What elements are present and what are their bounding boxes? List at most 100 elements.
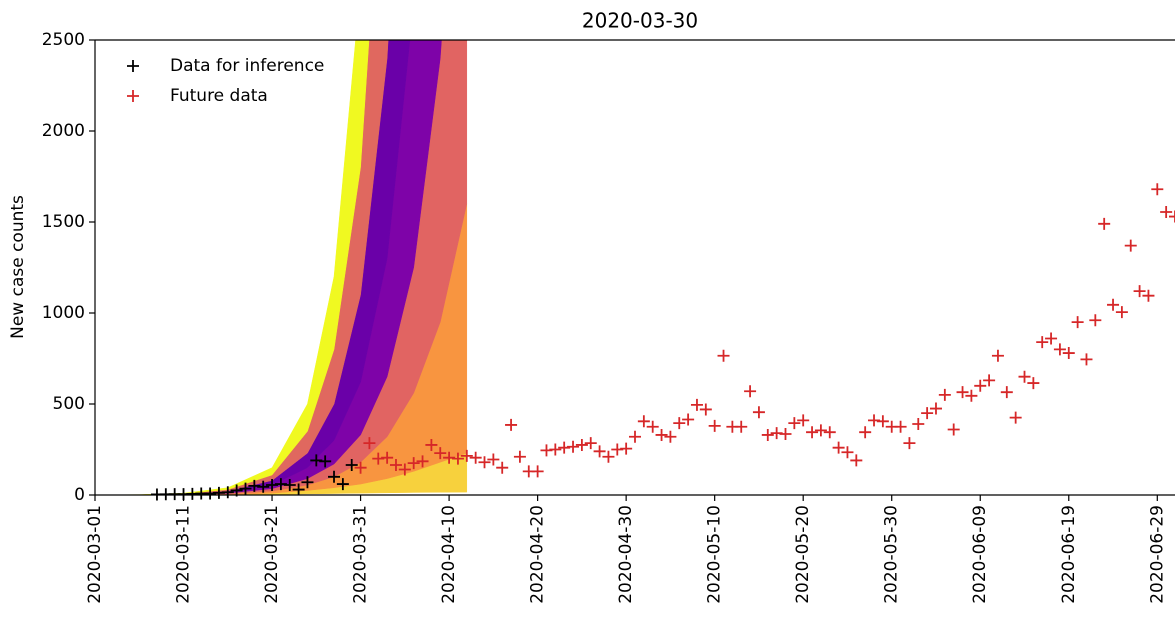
data-point <box>814 424 827 437</box>
data-point <box>257 480 270 493</box>
data-point <box>1018 370 1031 383</box>
data-point <box>593 445 606 458</box>
x-tick-label: 2020-06-29 <box>1147 505 1167 604</box>
data-point <box>1107 298 1120 311</box>
data-point <box>1142 289 1155 302</box>
legend-label: Future data <box>170 86 268 106</box>
data-point <box>637 415 650 428</box>
data-point <box>690 398 703 411</box>
data-point <box>336 478 349 491</box>
data-point <box>1053 343 1066 356</box>
data-point <box>283 478 296 491</box>
y-tick-label: 2500 <box>42 30 85 50</box>
data-point <box>1133 285 1146 298</box>
data-point <box>1124 239 1137 252</box>
fan-band <box>95 40 370 495</box>
data-point <box>1098 217 1111 230</box>
data-point <box>221 486 234 499</box>
data-point <box>549 443 562 456</box>
data-point <box>673 417 686 430</box>
data-point <box>1151 183 1164 196</box>
data-point <box>301 476 314 489</box>
data-point <box>443 451 456 464</box>
data-point <box>770 427 783 440</box>
data-point <box>345 458 358 471</box>
data-point <box>841 446 854 459</box>
data-point <box>584 437 597 450</box>
data-point <box>274 478 287 491</box>
x-tick-label: 2020-04-20 <box>528 505 548 604</box>
data-point <box>744 385 757 398</box>
y-tick-label: 1000 <box>42 303 85 323</box>
data-point <box>699 403 712 416</box>
data-point <box>991 349 1004 362</box>
data-point <box>1062 347 1075 360</box>
data-point <box>761 428 774 441</box>
data-point <box>460 449 473 462</box>
data-point <box>407 457 420 470</box>
data-point <box>894 420 907 433</box>
data-point <box>239 482 252 495</box>
data-point <box>752 406 765 419</box>
data-point <box>868 414 881 427</box>
data-point <box>664 430 677 443</box>
data-point <box>558 441 571 454</box>
data-point <box>974 379 987 392</box>
x-tick-label: 2020-04-10 <box>439 505 459 604</box>
x-tick-label: 2020-06-09 <box>970 505 990 604</box>
x-tick-label: 2020-04-30 <box>616 505 636 604</box>
data-point <box>292 483 305 496</box>
data-point <box>567 440 580 453</box>
y-tick-label: 2000 <box>42 121 85 141</box>
legend-label: Data for inference <box>170 56 324 76</box>
data-point <box>788 417 801 430</box>
data-point <box>850 454 863 467</box>
data-point <box>451 452 464 465</box>
data-point <box>575 438 588 451</box>
data-point <box>328 470 341 483</box>
data-point <box>646 420 659 433</box>
y-tick-label: 0 <box>74 485 85 505</box>
x-tick-label: 2020-03-31 <box>351 505 371 604</box>
data-point <box>319 455 332 468</box>
chart-title: 2020-03-30 <box>582 9 698 33</box>
data-points <box>150 183 1175 501</box>
data-point <box>416 455 429 468</box>
data-point <box>921 407 934 420</box>
data-point <box>363 437 376 450</box>
data-point <box>1000 386 1013 399</box>
data-point <box>779 428 792 441</box>
legend-marker <box>127 60 139 72</box>
data-point <box>938 388 951 401</box>
y-axis-label: New case counts <box>8 195 28 339</box>
data-point <box>354 461 367 474</box>
data-point <box>1115 306 1128 319</box>
data-point <box>310 454 323 467</box>
data-point <box>1027 377 1040 390</box>
data-point <box>398 463 411 476</box>
x-tick-label: 2020-03-01 <box>85 505 105 604</box>
data-point <box>425 438 438 451</box>
legend-marker <box>127 90 139 102</box>
data-point <box>1036 336 1049 349</box>
data-point <box>487 453 500 466</box>
data-point <box>540 444 553 457</box>
data-point <box>965 389 978 402</box>
data-point <box>372 452 385 465</box>
data-point <box>682 413 695 426</box>
y-tick-label: 1500 <box>42 212 85 232</box>
data-point <box>1071 316 1084 329</box>
x-tick-label: 2020-06-19 <box>1059 505 1079 604</box>
data-point <box>655 428 668 441</box>
data-point <box>956 386 969 399</box>
data-point <box>735 420 748 433</box>
data-point <box>912 418 925 431</box>
data-point <box>708 419 721 432</box>
x-tick-label: 2020-05-30 <box>882 505 902 604</box>
data-point <box>876 415 889 428</box>
data-point <box>381 451 394 464</box>
data-point <box>513 450 526 463</box>
data-point <box>434 447 447 460</box>
data-point <box>389 458 402 471</box>
